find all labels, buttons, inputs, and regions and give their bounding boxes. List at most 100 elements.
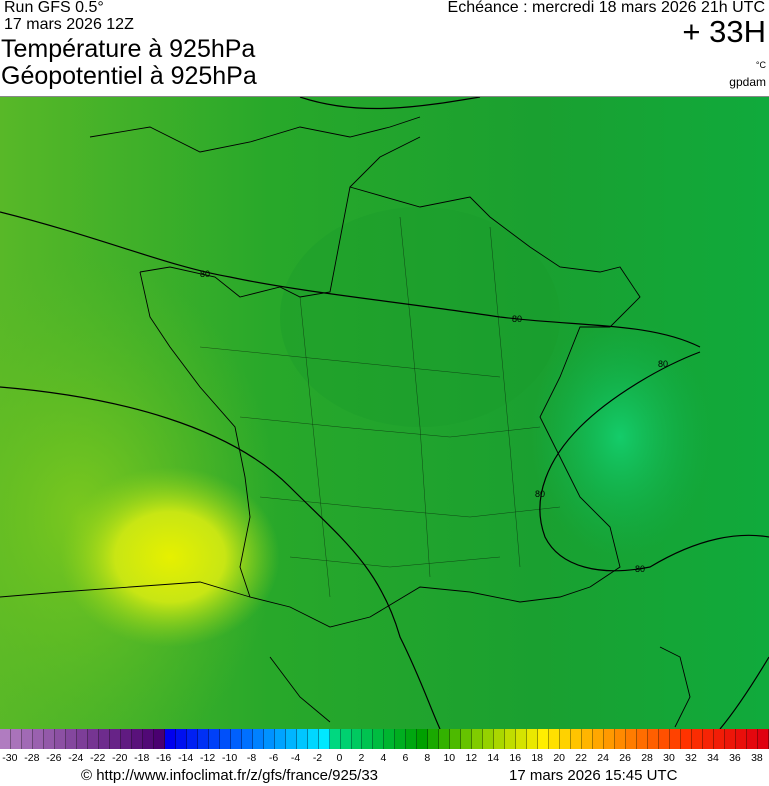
colorbar-cell: [318, 729, 330, 749]
colorbar-cell: [637, 729, 649, 749]
colorbar-cell: [494, 729, 506, 749]
colorbar-cell: [329, 729, 341, 749]
contour-label: 80: [635, 564, 645, 574]
source-tag: gpdam: [729, 75, 766, 89]
colorbar-tick-label: 30: [663, 752, 675, 764]
colorbar-cell: [131, 729, 143, 749]
colorbar-cell: [757, 729, 769, 749]
colorbar-cell: [703, 729, 714, 749]
contour-label: 80: [658, 359, 668, 369]
colorbar-cell: [219, 729, 231, 749]
colorbar-tick-label: -12: [200, 752, 216, 764]
colorbar-cell: [10, 729, 22, 749]
colorbar-cell: [417, 729, 429, 749]
colorbar-cell: [230, 729, 242, 749]
colorbar-tick-label: 32: [685, 752, 697, 764]
colorbar-cell: [670, 729, 682, 749]
colorbar-tick-label: -4: [290, 752, 301, 764]
contour-label: 80: [535, 489, 545, 499]
colorbar-tick-label: 26: [619, 752, 631, 764]
colorbar-tick-label: 16: [509, 752, 522, 764]
colorbar-cell: [516, 729, 528, 749]
colorbar-tick-label: -22: [90, 752, 106, 764]
contour-label: 80: [512, 314, 522, 324]
colorbar-cell: [593, 729, 605, 749]
colorbar-cell: [373, 729, 385, 749]
colorbar-cell: [615, 729, 627, 749]
colorbar-tick-label: 14: [487, 752, 500, 764]
colorbar-cell: [538, 729, 550, 749]
colorbar-cell: [472, 729, 484, 749]
weather-map: 80 80 80 80 80: [0, 96, 769, 729]
colorbar-tick-label: 0: [336, 752, 343, 764]
colorbar-cell: [428, 729, 440, 749]
run-date: 17 mars 2026 12Z: [4, 16, 134, 33]
colorbar-cell: [395, 729, 407, 749]
colorbar-tick-label: -30: [2, 752, 18, 764]
colorbar-cell: [175, 729, 187, 749]
colorbar-tick-label: -8: [246, 752, 257, 764]
colorbar-tick-label: 24: [597, 752, 609, 764]
colorbar-cell: [208, 729, 220, 749]
colorbar-cell: [483, 729, 495, 749]
colorbar-tick-label: -10: [222, 752, 238, 764]
colorbar-cell: [648, 729, 660, 749]
colorbar-cell: [560, 729, 572, 749]
colorbar-cell: [659, 729, 671, 749]
colorbar-cell: [505, 729, 517, 749]
map-title-temperature: Température à 925hPa: [1, 35, 256, 63]
colorbar-cell: [746, 729, 758, 749]
colorbar-cell: [241, 729, 253, 749]
colorbar-cell: [307, 729, 319, 749]
colorbar-cell: [54, 729, 66, 749]
colorbar-cell: [571, 729, 583, 749]
colorbar-cell: [43, 729, 55, 749]
colorbar-tick-label: 2: [358, 752, 365, 764]
colorbar-cell: [549, 729, 561, 749]
colorbar-cell: [164, 729, 176, 749]
colorbar-cell: [65, 729, 77, 749]
colorbar-cell: [142, 729, 154, 749]
colorbar-cell: [252, 729, 264, 749]
colorbar-tick-label: 12: [465, 752, 478, 764]
colorbar-tick-label: 22: [575, 752, 587, 764]
forecast-valid-time: Echéance : mercredi 18 mars 2026 21h UTC: [447, 0, 765, 16]
contour-label: 80: [200, 269, 210, 279]
colorbar-tick-label: -14: [178, 752, 194, 764]
colorbar-cell: [604, 729, 616, 749]
alps-cool-area: [530, 317, 710, 557]
colorbar-cell: [186, 729, 198, 749]
colorbar-tick-label: -6: [268, 752, 279, 764]
colorbar-tick-label: -20: [112, 752, 128, 764]
north-cool-area: [280, 207, 560, 427]
colorbar-cell: [21, 729, 33, 749]
colorbar-cell: [153, 729, 165, 749]
colorbar-cell: [735, 729, 747, 749]
colorbar-cell: [351, 729, 363, 749]
colorbar-tick-label: -26: [46, 752, 62, 764]
temperature-colorbar: [0, 729, 769, 749]
colorbar-cell: [384, 729, 396, 749]
colorbar-tick-label: 4: [380, 752, 387, 764]
colorbar-cell: [724, 729, 736, 749]
colorbar-tick-label: 6: [402, 752, 409, 764]
geopotential-contours: [0, 97, 769, 729]
colorbar-cell: [263, 729, 275, 749]
colorbar-tick-label: 10: [443, 752, 456, 764]
colorbar-tick-label: -28: [24, 752, 40, 764]
colorbar-cell: [439, 729, 451, 749]
colorbar-cell: [713, 729, 725, 749]
colorbar-cell: [0, 729, 11, 749]
colorbar-cell: [98, 729, 110, 749]
colorbar-tick-label: 18: [531, 752, 544, 764]
unit-label: °C: [755, 60, 766, 70]
colorbar-ticks: -30 -28 -26 -24 -22 -20 -18 -16 -14 -12 -10 -8 -6 -4-…: [0, 752, 769, 766]
colorbar-cell: [362, 729, 374, 749]
colorbar-cell: [406, 729, 418, 749]
colorbar-tick-label: 36: [729, 752, 741, 764]
generation-time: 17 mars 2026 15:45 UTC: [509, 767, 678, 784]
colorbar-cell: [296, 729, 308, 749]
colorbar-cell: [274, 729, 286, 749]
southwest-warm-area: [60, 467, 280, 647]
colorbar-tick-label: 38: [751, 752, 763, 764]
